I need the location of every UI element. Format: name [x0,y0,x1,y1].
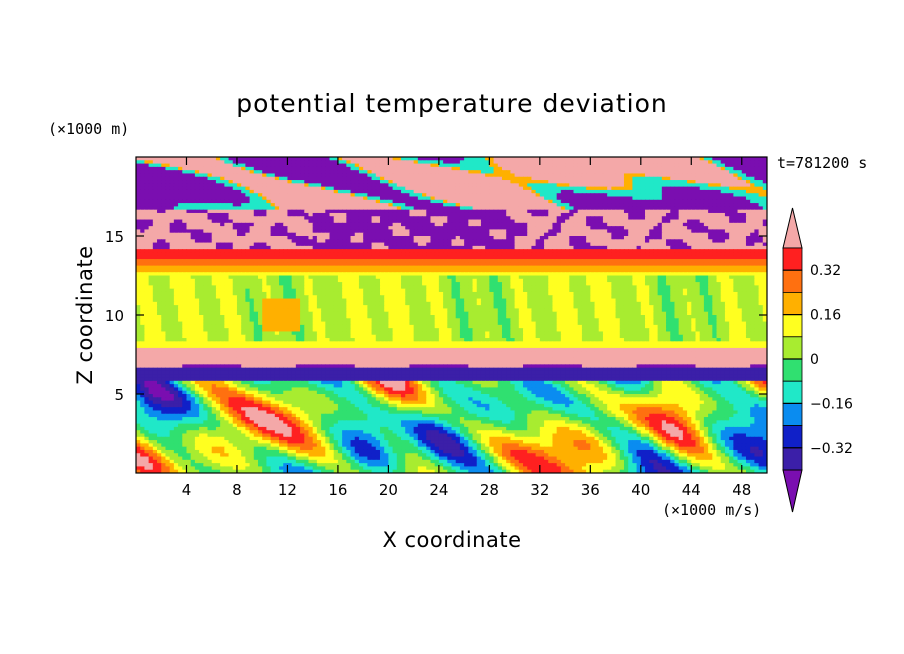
colorbar-label: 0 [810,352,819,368]
x-tick-label: 16 [328,481,347,499]
colorbar-band [782,358,803,382]
colorbar-label: 0.16 [810,308,841,324]
y-unit-label: (×1000 m) [48,120,129,138]
colorbar-band [782,380,803,404]
x-tick-label: 44 [682,481,701,499]
colorbar-label: −0.16 [810,396,853,412]
contour-field [136,157,767,473]
colorbar-band [782,447,803,471]
colorbar-label: −0.32 [810,441,853,457]
colorbar-band [782,247,803,271]
colorbar-band [782,402,803,426]
colorbar: 0.32 0.16 0 −0.16 −0.32 [782,207,853,513]
x-tick-label: 28 [480,481,499,499]
colorbar-band [782,291,803,315]
x-tick-label: 36 [581,481,600,499]
x-tick-label: 40 [631,481,650,499]
colorbar-band [782,269,803,293]
x-tick-label: 8 [232,481,242,499]
y-tick-label: 5 [114,386,124,404]
x-unit-label: (×1000 m/s) [662,501,761,519]
time-label: t=781200 s [777,154,867,172]
colorbar-band [782,425,803,449]
x-tick-label: 48 [732,481,751,499]
colorbar-bottom-arrow [782,469,803,513]
colorbar-top-arrow [782,207,803,249]
y-tick-label: 15 [105,228,124,246]
x-tick-label: 20 [379,481,398,499]
y-axis: 5 10 15 [105,228,767,404]
x-tick-label: 32 [530,481,549,499]
x-tick-label: 24 [429,481,448,499]
x-axis: 4 8 12 16 20 24 28 32 36 40 44 48 [182,157,751,499]
x-tick-label: 4 [182,481,192,499]
x-axis-label: X coordinate [382,528,521,552]
colorbar-label: 0.32 [810,263,841,279]
colorbar-band [782,336,803,360]
colorbar-band [782,314,803,338]
y-tick-label: 10 [105,307,124,325]
y-axis-label: Z coordinate [73,245,97,384]
x-tick-label: 12 [278,481,297,499]
chart-title: potential temperature deviation [236,89,667,118]
